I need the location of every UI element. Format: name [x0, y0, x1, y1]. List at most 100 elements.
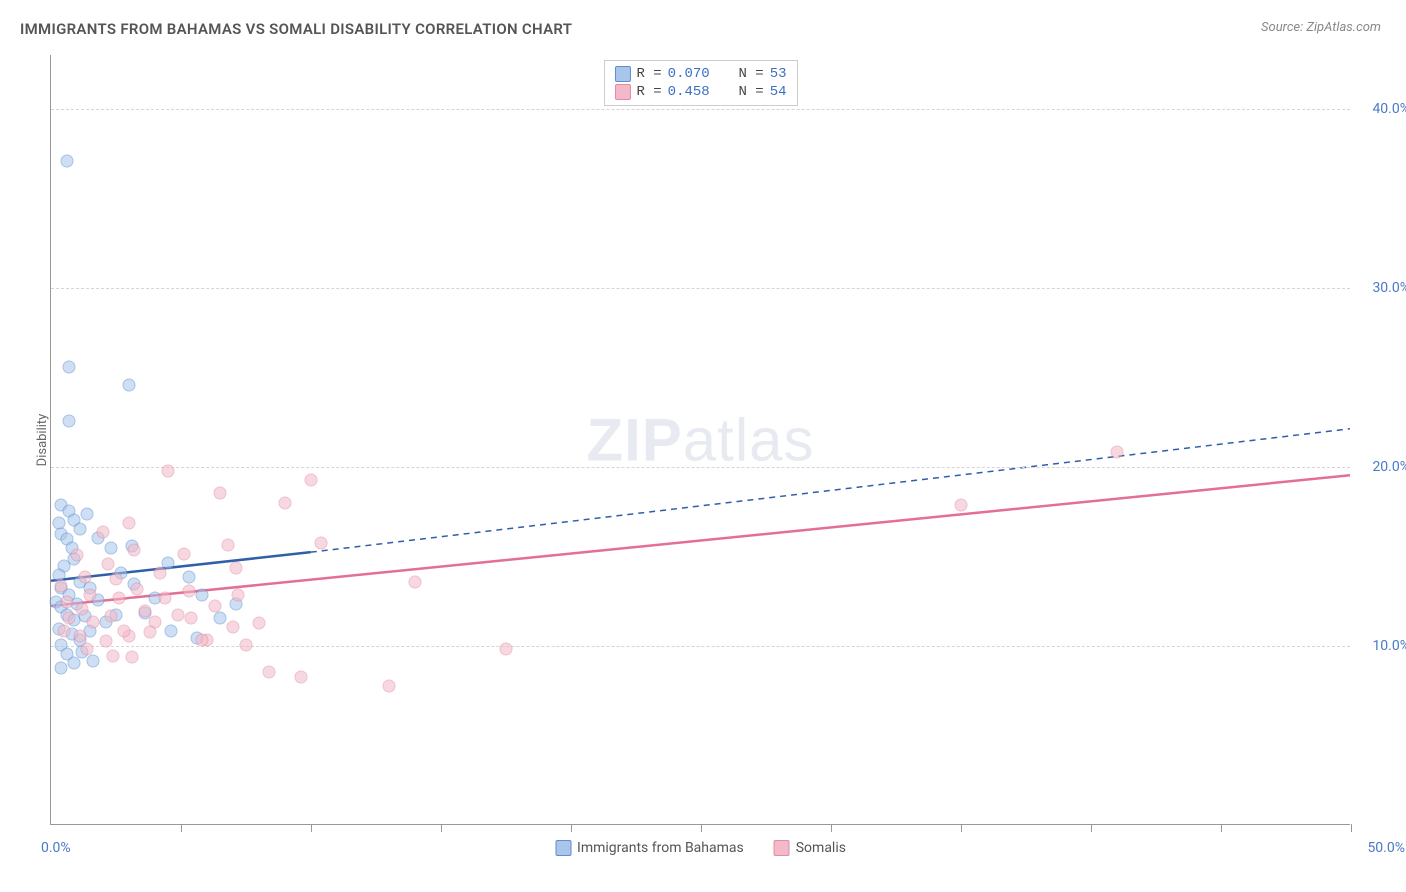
data-point: [162, 465, 175, 478]
data-point: [60, 595, 73, 608]
data-point: [172, 608, 185, 621]
data-point: [185, 612, 198, 625]
trend-lines: [51, 55, 1350, 824]
data-point: [58, 624, 71, 637]
data-point: [102, 558, 115, 571]
series-legend: Immigrants from Bahamas Somalis: [555, 840, 846, 856]
data-point: [315, 536, 328, 549]
data-point: [81, 508, 94, 521]
legend-series-item: Somalis: [774, 840, 846, 856]
data-point: [55, 579, 68, 592]
chart-title: IMMIGRANTS FROM BAHAMAS VS SOMALI DISABI…: [20, 20, 572, 38]
data-point: [107, 649, 120, 662]
correlation-legend: R = 0.070 N = 53R = 0.458 N = 54: [603, 60, 797, 106]
data-point: [263, 665, 276, 678]
plot-area: Disability 0.0% 50.0% ZIPatlas 10.0%20.0…: [50, 55, 1350, 825]
y-tick-label: 40.0%: [1355, 101, 1406, 117]
data-point: [159, 592, 172, 605]
data-point: [104, 610, 117, 623]
data-point: [182, 570, 195, 583]
legend-swatch: [614, 66, 630, 82]
x-axis-max-label: 50.0%: [1367, 840, 1405, 856]
data-point: [60, 155, 73, 168]
data-point: [182, 585, 195, 598]
data-point: [138, 604, 151, 617]
data-point: [128, 544, 141, 557]
data-point: [130, 583, 143, 596]
data-point: [104, 542, 117, 555]
x-tick: [311, 824, 312, 832]
y-tick-label: 30.0%: [1355, 280, 1406, 296]
x-tick: [571, 824, 572, 832]
y-tick-label: 20.0%: [1355, 459, 1406, 475]
legend-series-label: Somalis: [796, 840, 846, 856]
data-point: [955, 499, 968, 512]
data-point: [1111, 445, 1124, 458]
grid-line: [51, 288, 1350, 289]
data-point: [232, 588, 245, 601]
data-point: [71, 549, 84, 562]
legend-swatch: [614, 84, 630, 100]
data-point: [279, 497, 292, 510]
data-point: [73, 522, 86, 535]
data-point: [177, 547, 190, 560]
source-label: Source: ZipAtlas.com: [1261, 20, 1381, 35]
y-axis-title: Disability: [35, 413, 50, 466]
data-point: [164, 624, 177, 637]
data-point: [143, 626, 156, 639]
data-point: [253, 617, 266, 630]
data-point: [68, 656, 81, 669]
data-point: [195, 633, 208, 646]
x-tick: [1351, 824, 1352, 832]
data-point: [112, 592, 125, 605]
legend-stat-row: R = 0.070 N = 53: [614, 65, 786, 83]
data-point: [500, 642, 513, 655]
grid-line: [51, 467, 1350, 468]
data-point: [214, 612, 227, 625]
y-tick-label: 10.0%: [1355, 638, 1406, 654]
legend-swatch: [774, 840, 790, 856]
data-point: [117, 624, 130, 637]
data-point: [63, 415, 76, 428]
grid-line: [51, 109, 1350, 110]
data-point: [63, 612, 76, 625]
data-point: [123, 379, 136, 392]
data-point: [240, 638, 253, 651]
data-point: [86, 655, 99, 668]
data-point: [81, 642, 94, 655]
data-point: [55, 662, 68, 675]
data-point: [78, 570, 91, 583]
x-tick: [701, 824, 702, 832]
x-tick: [831, 824, 832, 832]
data-point: [409, 576, 422, 589]
x-tick: [1221, 824, 1222, 832]
data-point: [125, 651, 138, 664]
data-point: [84, 588, 97, 601]
data-point: [305, 474, 318, 487]
data-point: [76, 603, 89, 616]
data-point: [97, 526, 110, 539]
data-point: [123, 517, 136, 530]
x-tick: [1091, 824, 1092, 832]
x-tick: [441, 824, 442, 832]
x-axis-min-label: 0.0%: [41, 840, 71, 856]
data-point: [229, 561, 242, 574]
data-point: [221, 538, 234, 551]
data-point: [214, 486, 227, 499]
legend-series-item: Immigrants from Bahamas: [555, 840, 744, 856]
data-point: [99, 635, 112, 648]
data-point: [383, 680, 396, 693]
data-point: [208, 599, 221, 612]
legend-stat-row: R = 0.458 N = 54: [614, 83, 786, 101]
legend-swatch: [555, 840, 571, 856]
data-point: [86, 615, 99, 628]
data-point: [294, 671, 307, 684]
data-point: [63, 361, 76, 374]
legend-series-label: Immigrants from Bahamas: [577, 840, 744, 856]
data-point: [110, 572, 123, 585]
x-tick: [181, 824, 182, 832]
watermark: ZIPatlas: [586, 405, 814, 474]
data-point: [195, 588, 208, 601]
data-point: [154, 567, 167, 580]
data-point: [73, 629, 86, 642]
